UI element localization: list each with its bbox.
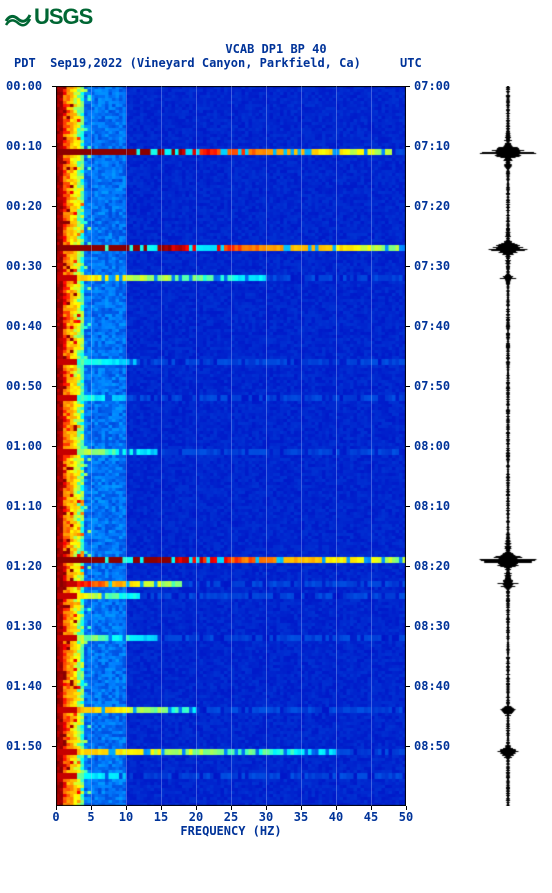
y-tick-left: 00:40 bbox=[6, 319, 42, 333]
y-tick-right: 07:40 bbox=[414, 319, 450, 333]
usgs-logo: USGS bbox=[4, 4, 92, 30]
y-tick-left: 01:40 bbox=[6, 679, 42, 693]
y-tick-left: 00:00 bbox=[6, 79, 42, 93]
x-tick: 35 bbox=[294, 810, 308, 824]
chart-subtitle: PDT Sep19,2022 (Vineyard Canyon, Parkfie… bbox=[14, 56, 361, 70]
x-tick: 10 bbox=[119, 810, 133, 824]
y-tick-left: 01:30 bbox=[6, 619, 42, 633]
y-tick-right: 08:20 bbox=[414, 559, 450, 573]
y-tick-left: 00:20 bbox=[6, 199, 42, 213]
x-tick: 25 bbox=[224, 810, 238, 824]
y-tick-right: 08:00 bbox=[414, 439, 450, 453]
y-tick-right: 07:50 bbox=[414, 379, 450, 393]
y-tick-right: 08:10 bbox=[414, 499, 450, 513]
y-tick-left: 01:50 bbox=[6, 739, 42, 753]
spectrogram-plot bbox=[56, 86, 406, 806]
y-tick-right: 08:50 bbox=[414, 739, 450, 753]
x-tick: 45 bbox=[364, 810, 378, 824]
x-tick: 40 bbox=[329, 810, 343, 824]
utc-label: UTC bbox=[400, 56, 422, 70]
logo-text: USGS bbox=[34, 4, 92, 30]
pdt-label: PDT bbox=[14, 56, 36, 70]
y-tick-left: 01:20 bbox=[6, 559, 42, 573]
y-tick-left: 00:30 bbox=[6, 259, 42, 273]
y-tick-right: 07:20 bbox=[414, 199, 450, 213]
x-tick: 50 bbox=[399, 810, 413, 824]
y-tick-left: 00:10 bbox=[6, 139, 42, 153]
y-tick-right: 08:40 bbox=[414, 679, 450, 693]
y-tick-right: 07:10 bbox=[414, 139, 450, 153]
y-tick-right: 08:30 bbox=[414, 619, 450, 633]
x-axis-label: FREQUENCY (HZ) bbox=[56, 824, 406, 838]
y-tick-right: 07:30 bbox=[414, 259, 450, 273]
y-tick-right: 07:00 bbox=[414, 79, 450, 93]
x-tick: 20 bbox=[189, 810, 203, 824]
waveform-canvas bbox=[478, 86, 538, 806]
y-tick-left: 00:50 bbox=[6, 379, 42, 393]
x-tick: 0 bbox=[52, 810, 59, 824]
wave-icon bbox=[4, 7, 32, 27]
x-tick: 15 bbox=[154, 810, 168, 824]
x-tick: 5 bbox=[87, 810, 94, 824]
chart-title: VCAB DP1 BP 40 bbox=[0, 42, 552, 56]
y-tick-left: 01:00 bbox=[6, 439, 42, 453]
y-tick-left: 01:10 bbox=[6, 499, 42, 513]
x-tick: 30 bbox=[259, 810, 273, 824]
waveform-plot bbox=[478, 86, 538, 806]
date-location: Sep19,2022 (Vineyard Canyon, Parkfield, … bbox=[50, 56, 361, 70]
